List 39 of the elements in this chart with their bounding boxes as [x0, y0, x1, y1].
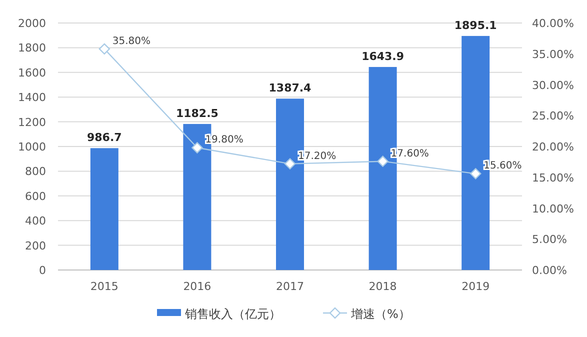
legend-label: 增速（%）: [350, 307, 410, 321]
data-label: 1387.4: [268, 82, 312, 95]
y2-tick-label: 25.00%: [532, 110, 574, 123]
y-tick-label: 1600: [18, 66, 46, 80]
x-tick-label: 2017: [276, 280, 304, 293]
y2-tick-label: 20.00%: [532, 140, 574, 154]
point: [98, 43, 110, 55]
y2-tick-label: 15.00%: [532, 171, 574, 184]
y2-tick-label: 10.00%: [532, 202, 574, 216]
x-tick-label: 2016: [183, 280, 212, 293]
bar: [90, 148, 118, 270]
point: [192, 142, 203, 154]
data-label: 1182.5: [176, 106, 218, 120]
data-label: 35.80%: [112, 36, 151, 47]
point: [284, 158, 296, 170]
point: [377, 156, 388, 167]
y2-tick-label: 5.00%: [532, 233, 567, 246]
y2-tick-label: 35.00%: [532, 48, 574, 61]
x-tick-label: 2019: [462, 280, 490, 293]
y-tick-label: 1400: [18, 91, 46, 104]
x-tick-label: 2015: [90, 280, 118, 293]
data-label: 1895.1: [454, 18, 497, 32]
data-label: 986.7: [87, 131, 122, 144]
point: [470, 168, 482, 180]
y-tick-label: 200: [25, 239, 46, 252]
y-tick-label: 400: [25, 214, 46, 228]
y-tick-label: 2000: [18, 17, 46, 30]
y2-tick-label: 40.00%: [532, 17, 574, 30]
x-tick-label: 2018: [368, 280, 397, 293]
y-tick-label: 800: [25, 165, 46, 178]
y2-tick-label: 0.00%: [532, 264, 567, 277]
y-tick-label: 0: [39, 264, 46, 277]
y-tick-label: 1800: [18, 42, 46, 55]
y2-tick-label: 30.00%: [532, 78, 574, 92]
legend-label: 销售收入（亿元）: [184, 307, 281, 321]
y-tick-label: 1000: [18, 140, 46, 154]
y-tick-label: 600: [25, 190, 46, 203]
y-tick-label: 1200: [18, 116, 46, 129]
data-label: 1643.9: [362, 50, 404, 63]
